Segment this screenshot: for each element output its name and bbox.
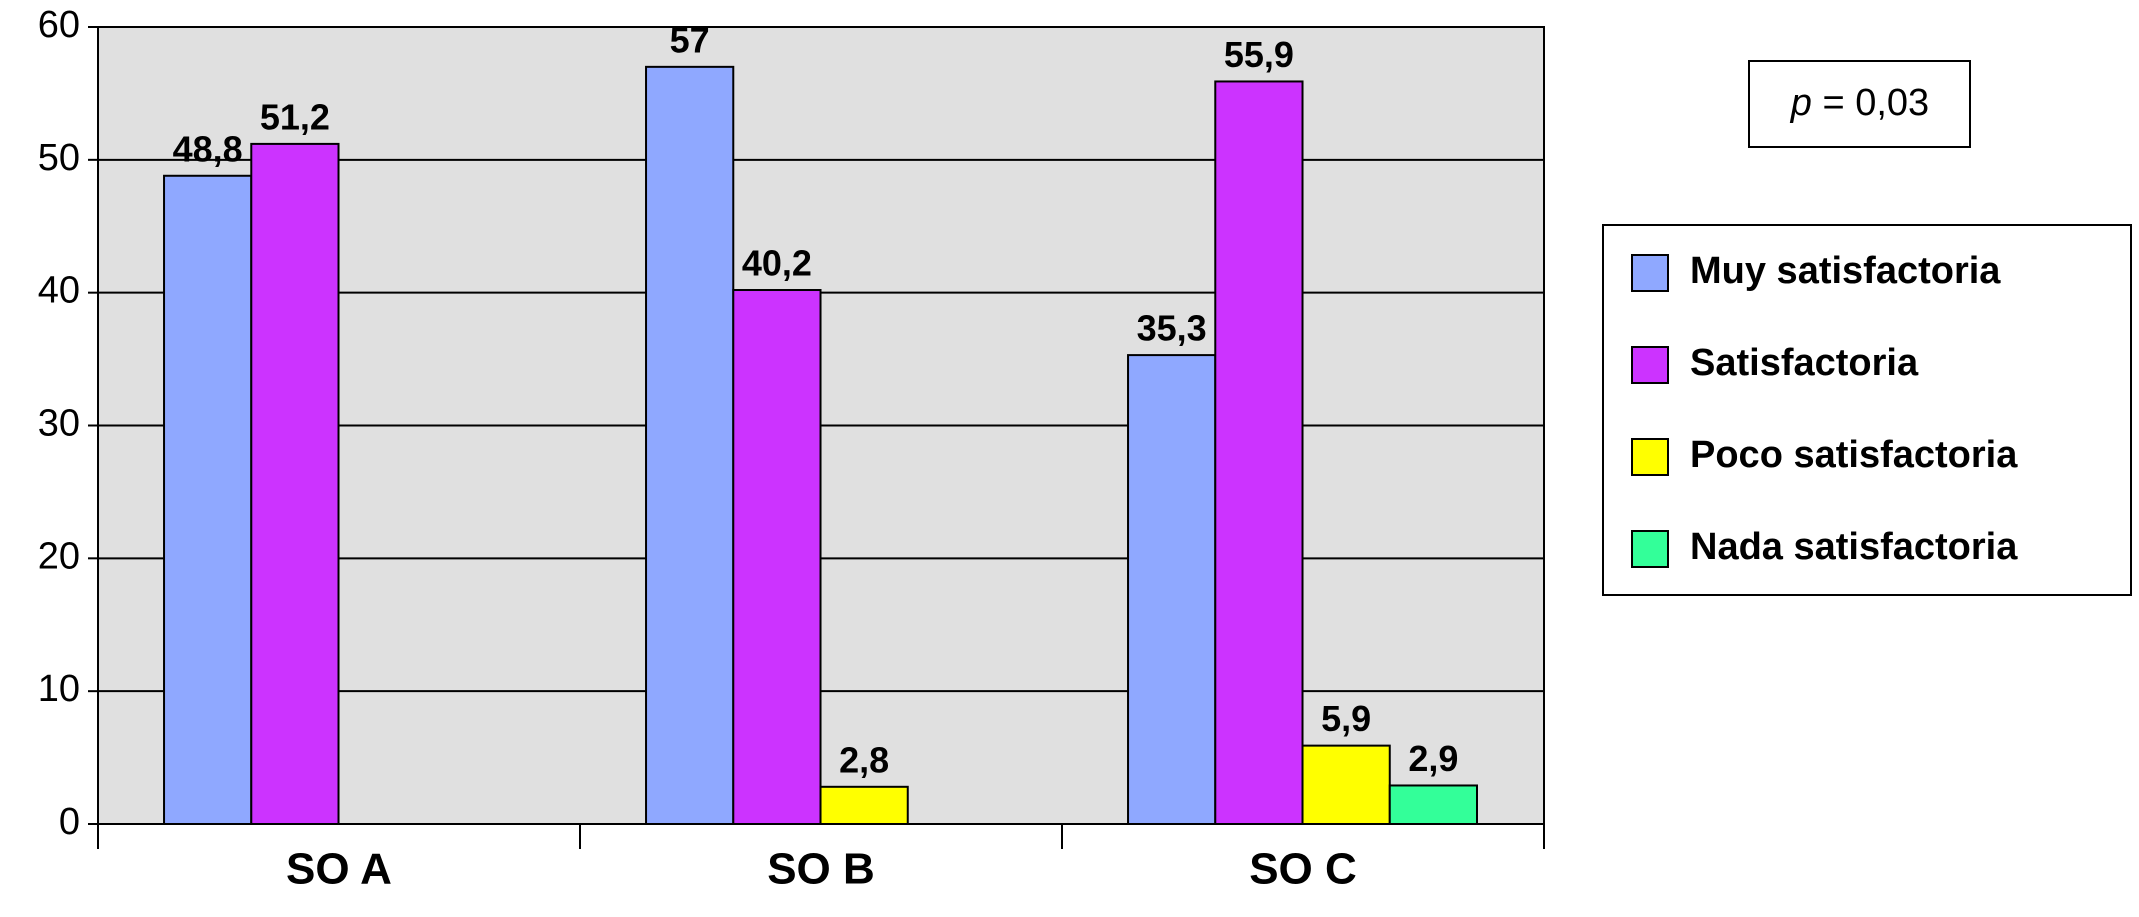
legend-swatch [1631,254,1669,292]
legend-swatch [1631,530,1669,568]
value-label: 57 [670,19,710,60]
bar [732,289,822,825]
y-tick-label: 30 [38,403,80,445]
y-tick-label: 20 [38,535,80,577]
value-label: 2,8 [839,739,889,780]
value-label: 5,9 [1321,698,1371,739]
annotation-variable: p [1790,82,1812,124]
legend-swatch [1631,438,1669,476]
value-label: 51,2 [260,96,330,137]
annotation-box [1748,60,1971,148]
value-label: 48,8 [173,128,243,169]
legend-swatch [1631,346,1669,384]
bar [163,174,253,826]
value-label: 35,3 [1137,308,1207,349]
legend-box [1602,224,2132,596]
legend-label: Muy satisfactoria [1690,250,2001,292]
value-label: 55,9 [1224,34,1294,75]
bar [1301,744,1391,826]
annotation-text: = 0,03 [1822,82,1929,124]
x-tick-label: SO B [767,845,875,894]
value-label: 40,2 [742,243,812,284]
x-tick-label: SO A [286,845,392,894]
bar [645,65,735,826]
bar [250,142,340,826]
y-tick-label: 60 [38,4,80,46]
bar [819,785,909,825]
value-label: 2,9 [1408,738,1458,779]
y-tick-label: 50 [38,137,80,179]
legend-label: Satisfactoria [1690,342,1919,384]
x-tick-label: SO C [1249,845,1357,894]
bar [1127,354,1217,825]
bar [1388,784,1479,825]
annotation: p = 0,03 [1790,82,1929,124]
legend-label: Nada satisfactoria [1690,526,2018,568]
legend-label: Poco satisfactoria [1690,434,2018,476]
y-tick-label: 40 [38,270,80,312]
bar [1214,80,1304,825]
y-tick-label: 10 [38,668,80,710]
y-tick-label: 0 [59,801,80,843]
